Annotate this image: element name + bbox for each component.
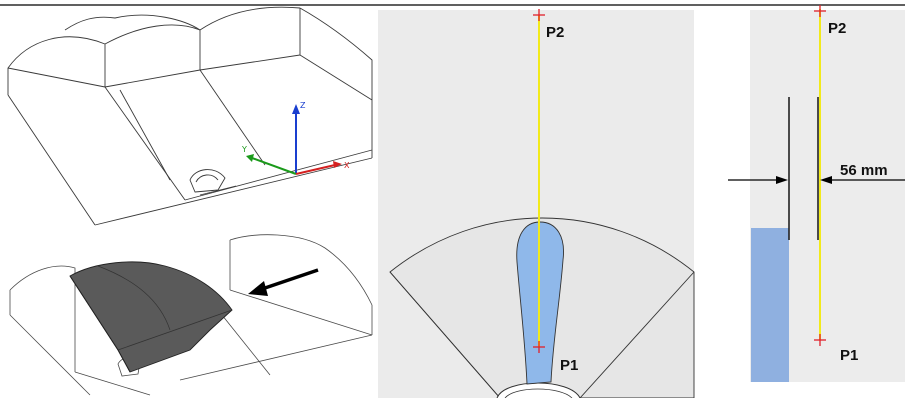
iso-wireframe-view bbox=[7, 6, 373, 226]
section-view: P2 P1 bbox=[378, 9, 695, 398]
side-p1-marker bbox=[814, 334, 826, 346]
side-p2-label: P2 bbox=[828, 20, 846, 37]
side-p1-label: P1 bbox=[840, 347, 858, 364]
direction-arrow bbox=[248, 268, 319, 296]
iso-shaded-view bbox=[9, 234, 373, 396]
y-axis-arrow bbox=[251, 157, 297, 175]
p1-marker bbox=[533, 341, 545, 353]
p1-label: P1 bbox=[560, 357, 578, 374]
x-axis-label: X bbox=[344, 161, 350, 170]
y-axis-label: Y bbox=[241, 145, 247, 154]
dimension-label: 56 mm bbox=[840, 162, 888, 179]
dimension-arrows bbox=[728, 176, 905, 184]
x-axis-arrow bbox=[295, 164, 336, 175]
side-view: 56 mm P2 P1 bbox=[728, 5, 905, 382]
coordinate-triad: Z Y X bbox=[241, 101, 350, 175]
p2-marker bbox=[533, 9, 545, 21]
fluid-column bbox=[751, 228, 789, 382]
side-p2-marker bbox=[814, 5, 826, 17]
p2-label: P2 bbox=[546, 24, 564, 41]
fluid-region bbox=[516, 221, 564, 385]
shaded-volume bbox=[69, 261, 233, 373]
z-axis-label: Z bbox=[300, 101, 306, 110]
